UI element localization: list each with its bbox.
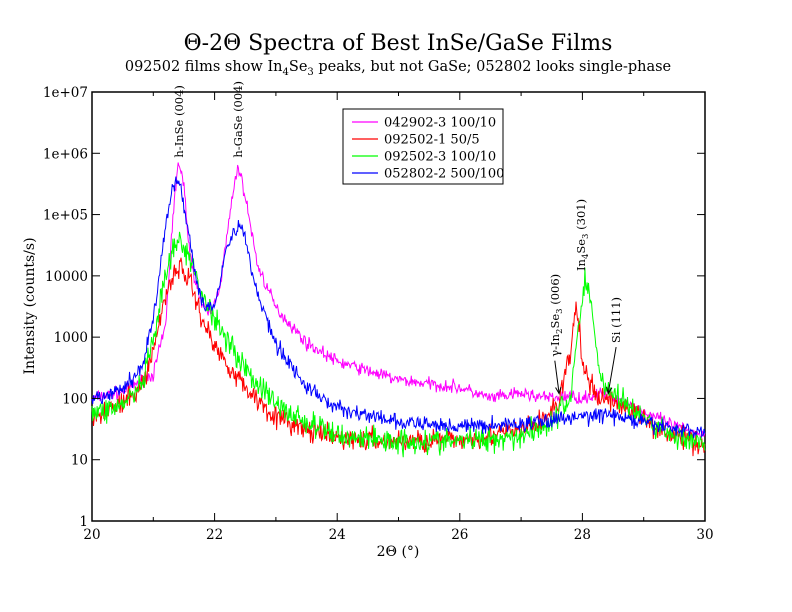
- y-tick-label: 1: [79, 514, 88, 530]
- y-tick-label: 1e+06: [43, 146, 88, 162]
- annotation-label: γ-In2Se3 (006): [548, 274, 565, 357]
- annotation-label: h-GaSe (004): [231, 81, 245, 158]
- annotation-label: Si (111): [609, 297, 623, 343]
- x-tick-label: 26: [451, 527, 468, 543]
- y-tick-label: 100: [62, 391, 88, 407]
- y-tick-label: 1e+05: [43, 208, 88, 224]
- legend-label: 052802-2 500/100: [384, 167, 504, 182]
- series-line-4: [91, 176, 706, 439]
- series-layer: [91, 162, 706, 458]
- y-tick-label: 10000: [45, 269, 88, 285]
- chart-subtitle: 092502 films show In4Se3 peaks, but not …: [125, 59, 671, 78]
- annotation-arrowhead: [606, 386, 613, 395]
- annotation-label: h-InSe (004): [172, 85, 186, 158]
- chart-title: Θ-2Θ Spectra of Best InSe/GaSe Films: [184, 31, 613, 56]
- x-tick-label: 20: [83, 527, 100, 543]
- x-tick-label: 24: [329, 527, 346, 543]
- legend-entries: 042902-3 100/10 092502-1 50/5 092502-3 100…: [352, 116, 504, 182]
- tick-layer: 20 22 24 26 28 30 1 10 100 1000 10000 1e+05 1e+06 1e+…: [43, 85, 714, 543]
- y-tick-label: 1e+07: [43, 85, 88, 101]
- x-tick-label: 30: [696, 527, 713, 543]
- annotation-label: In4Se3 (301): [574, 199, 591, 271]
- x-tick-label: 22: [206, 527, 223, 543]
- series-line-2: [91, 257, 706, 457]
- annotation-arrowhead: [555, 386, 562, 395]
- y-axis-label: Intensity (counts/s): [22, 237, 38, 374]
- legend-label: 092502-1 50/5: [384, 133, 480, 148]
- y-tick-label: 1000: [54, 330, 88, 346]
- x-axis-label: 2Θ (°): [377, 544, 420, 560]
- annotation-layer: h-InSe (004) h-GaSe (004) γ-In2Se3 (006) In…: [172, 81, 623, 395]
- legend-label: 042902-3 100/10: [384, 116, 496, 131]
- annotation-arrow: [607, 346, 617, 394]
- y-tick-label: 10: [71, 453, 88, 469]
- annotation-arrow: [554, 360, 560, 394]
- legend: 042902-3 100/10 092502-1 50/5 092502-3 100…: [342, 108, 504, 185]
- legend-label: 092502-3 100/10: [384, 150, 496, 165]
- x-tick-label: 28: [574, 527, 591, 543]
